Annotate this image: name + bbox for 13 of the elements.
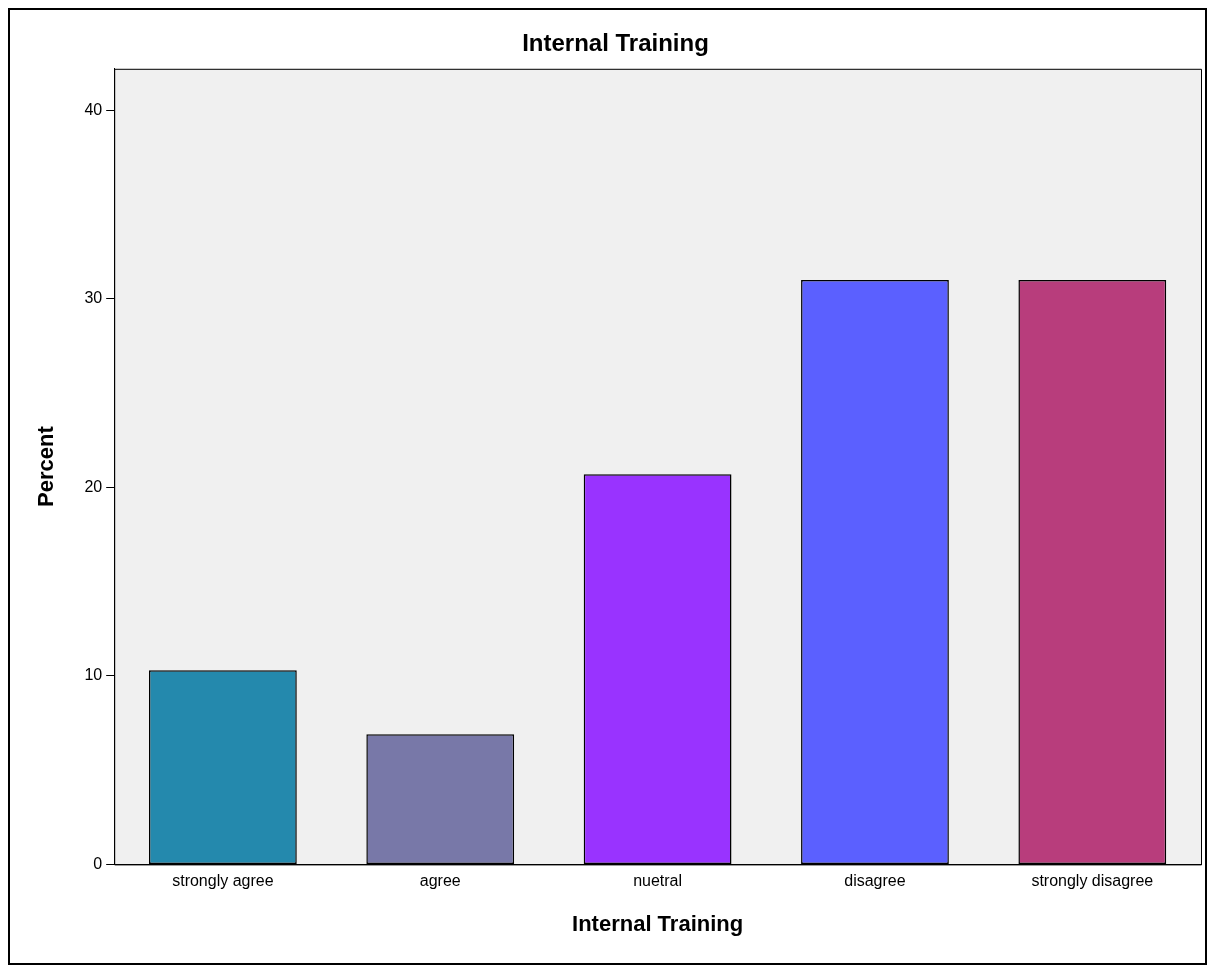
y-tick-label: 40 — [84, 100, 103, 118]
x-axis-title: Internal Training — [572, 910, 744, 936]
x-tick-label: nuetral — [633, 872, 683, 890]
x-tick-label: strongly agree — [172, 872, 274, 890]
chart-title: Internal Training — [522, 29, 709, 57]
y-axis-title: Percent — [33, 425, 59, 507]
x-tick-label: agree — [419, 872, 461, 890]
y-tick-label: 20 — [84, 477, 103, 495]
y-tick-label: 10 — [84, 666, 103, 684]
x-tick-label: strongly disagree — [1031, 872, 1154, 890]
y-tick-label: 30 — [84, 289, 103, 307]
y-tick-label: 0 — [93, 854, 103, 872]
x-tick-label: disagree — [844, 872, 906, 890]
